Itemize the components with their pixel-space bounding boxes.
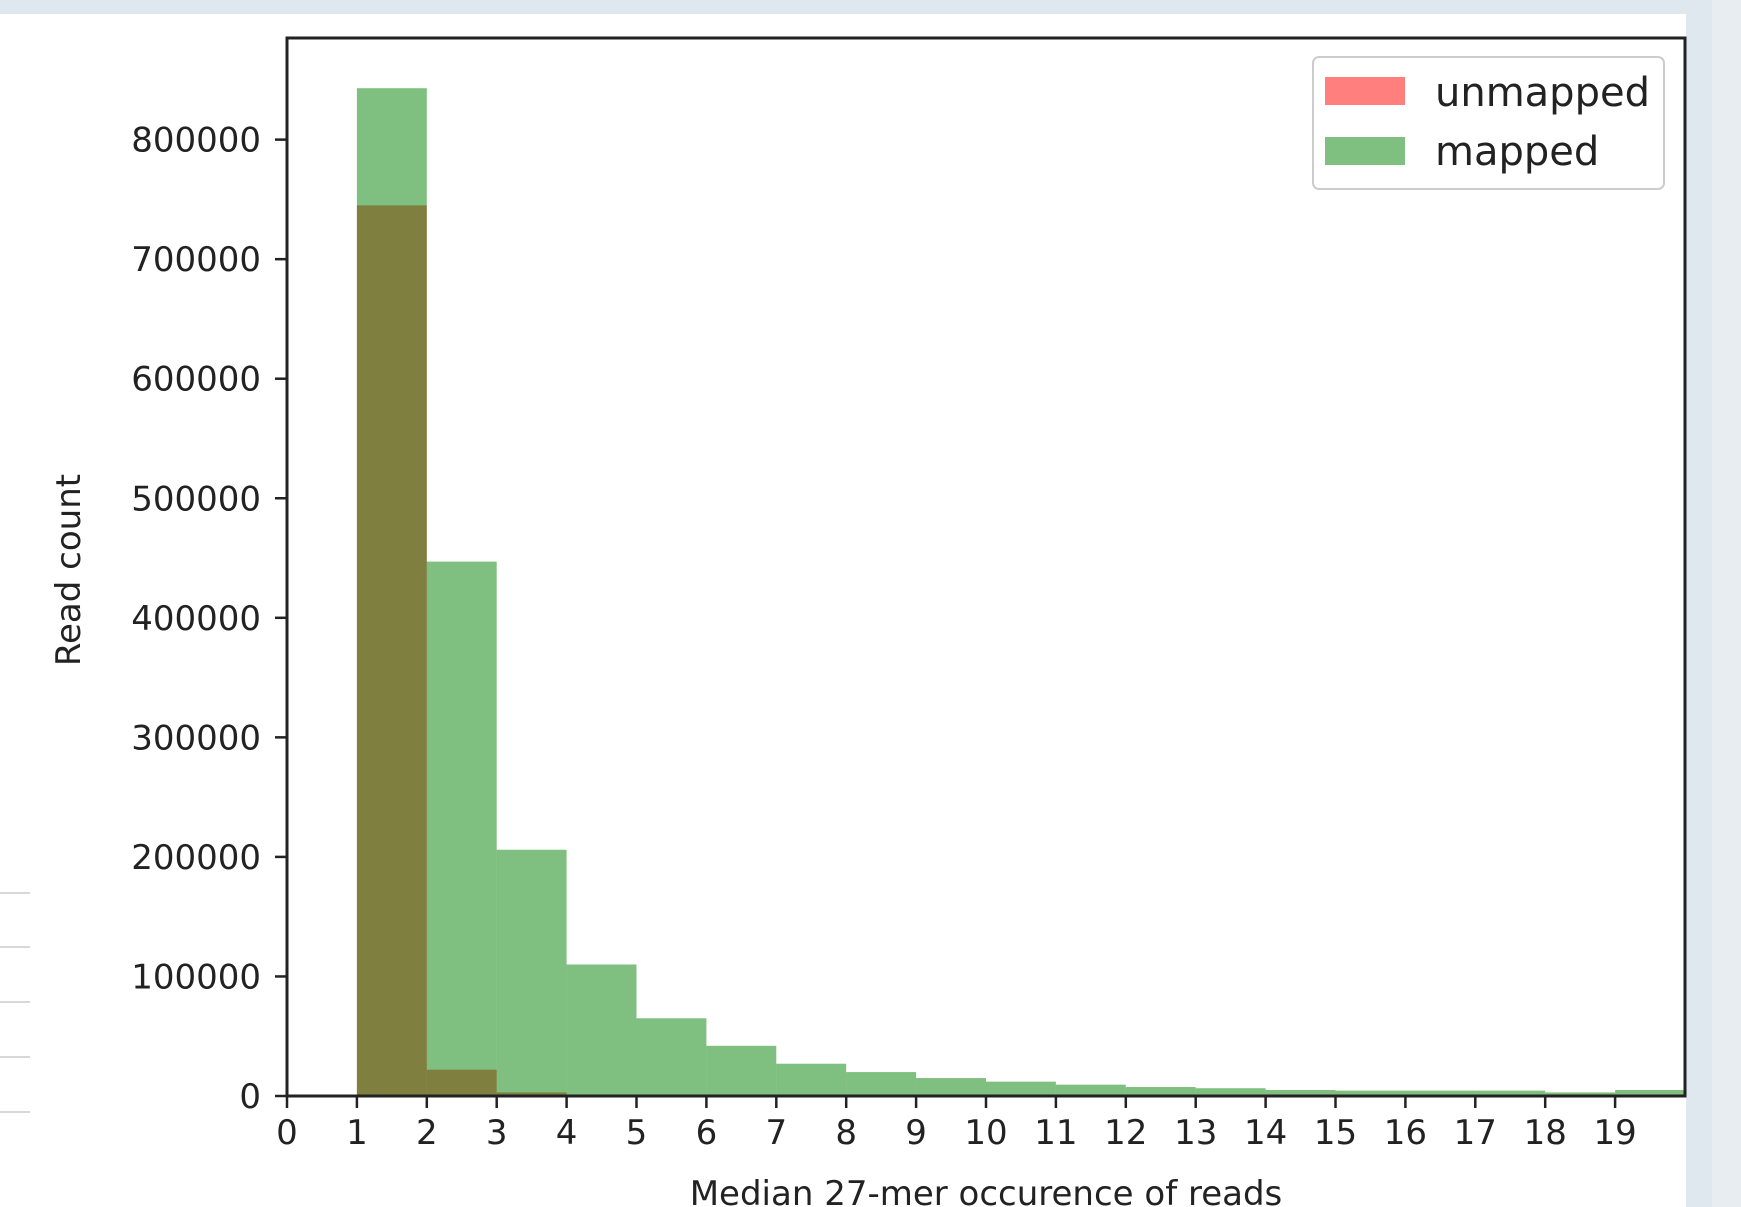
bar-mapped-15 — [1405, 1090, 1476, 1096]
legend-swatch-mapped — [1325, 137, 1405, 165]
y-tick-label-3: 300000 — [131, 718, 261, 758]
x-tick-label-3: 3 — [486, 1113, 508, 1153]
y-tick-label-2: 200000 — [131, 838, 261, 878]
y-tick-label-0: 0 — [239, 1077, 261, 1117]
x-tick-label-8: 8 — [835, 1113, 857, 1153]
y-tick-label-5: 500000 — [131, 479, 261, 519]
x-axis: 0 1 2 3 4 5 6 7 8 9 10 11 12 13 14 15 16 17 18 19 — [276, 1096, 1637, 1153]
bar-mapped-10 — [1055, 1084, 1126, 1096]
y-tick-label-7: 700000 — [131, 240, 261, 280]
bar-mapped-3 — [566, 964, 637, 1096]
bar-mapped-8 — [916, 1078, 986, 1096]
bar-mapped-13 — [1265, 1090, 1336, 1096]
x-tick-label-19: 19 — [1593, 1113, 1636, 1153]
bar-mapped-18 — [1615, 1090, 1685, 1096]
x-tick-label-1: 1 — [346, 1113, 368, 1153]
x-tick-label-5: 5 — [626, 1113, 648, 1153]
x-tick-label-12: 12 — [1104, 1113, 1147, 1153]
legend-swatch-unmapped — [1325, 77, 1405, 105]
bars-layer — [356, 88, 1685, 1097]
bar-mapped-17 — [1545, 1092, 1616, 1096]
y-tick-label-1: 100000 — [131, 957, 261, 997]
x-tick-label-15: 15 — [1314, 1113, 1357, 1153]
x-tick-label-10: 10 — [964, 1113, 1007, 1153]
bar-mapped-9 — [986, 1081, 1056, 1096]
x-tick-label-4: 4 — [556, 1113, 578, 1153]
bar-mapped-5 — [706, 1045, 777, 1096]
bar-mapped-4 — [636, 1018, 707, 1096]
x-tick-label-7: 7 — [765, 1113, 787, 1153]
x-tick-label-0: 0 — [276, 1113, 298, 1153]
x-tick-label-17: 17 — [1454, 1113, 1497, 1153]
y-tick-label-8: 800000 — [131, 121, 261, 161]
y-tick-label-4: 400000 — [131, 599, 261, 639]
bar-mapped-12 — [1195, 1088, 1266, 1096]
x-tick-label-2: 2 — [416, 1113, 438, 1153]
bar-mapped-7 — [846, 1072, 917, 1096]
bar-mapped-11 — [1125, 1087, 1196, 1096]
bar-mapped-14 — [1335, 1090, 1406, 1096]
x-tick-label-14: 14 — [1244, 1113, 1287, 1153]
x-axis-label: Median 27-mer occurence of reads — [690, 1174, 1283, 1207]
y-axis-label: Read count — [49, 474, 89, 666]
x-tick-label-9: 9 — [905, 1113, 927, 1153]
x-tick-label-13: 13 — [1174, 1113, 1217, 1153]
bar-mapped-6 — [776, 1063, 847, 1096]
left-edge-lines — [0, 892, 30, 1113]
x-tick-label-18: 18 — [1524, 1113, 1567, 1153]
x-tick-label-11: 11 — [1034, 1113, 1077, 1153]
legend: unmapped mapped — [1312, 56, 1665, 190]
bar-mapped-0 — [356, 88, 427, 1097]
y-axis: 0 100000 200000 300000 400000 500000 600000 700… — [131, 121, 287, 1117]
legend-label-mapped: mapped — [1435, 129, 1599, 175]
bar-mapped-2 — [496, 849, 567, 1096]
x-tick-label-6: 6 — [696, 1113, 718, 1153]
y-tick-label-6: 600000 — [131, 360, 261, 400]
x-tick-label-16: 16 — [1384, 1113, 1427, 1153]
bar-mapped-16 — [1475, 1090, 1546, 1096]
bar-mapped-1 — [426, 561, 497, 1096]
right-edge-strip — [1712, 0, 1741, 1207]
legend-label-unmapped: unmapped — [1435, 70, 1650, 116]
